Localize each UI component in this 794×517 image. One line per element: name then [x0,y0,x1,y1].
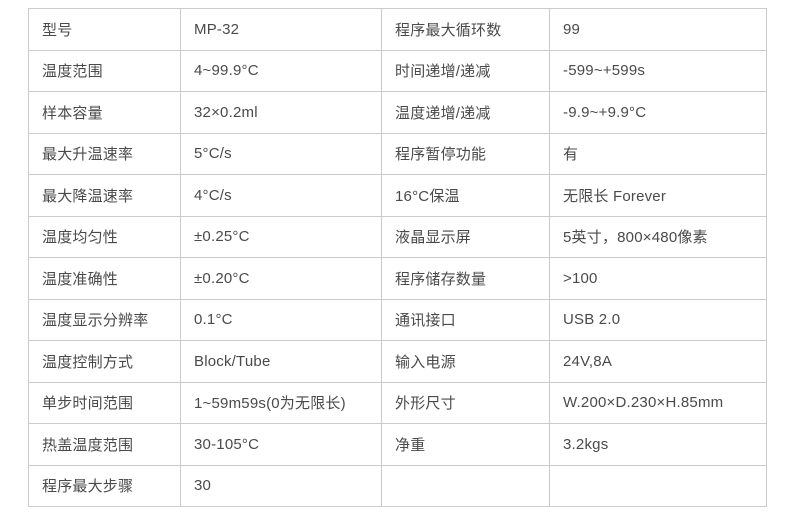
spec-label-cell: 热盖温度范围 [28,423,181,466]
spec-value-cell: Block/Tube [180,340,382,383]
table-row: 温度均匀性 ±0.25°C 液晶显示屏 5英寸，800×480像素 [28,215,767,258]
spec-value-cell: 有 [549,132,767,175]
spec-label-cell: 程序最大步骤 [28,464,181,507]
table-row: 温度控制方式 Block/Tube 输入电源 24V,8A [28,340,767,383]
spec-value-cell: 24V,8A [549,340,767,383]
spec-label-cell: 温度显示分辨率 [28,298,181,341]
spec-label-cell: 样本容量 [28,91,181,134]
spec-label-cell: 净重 [381,423,550,466]
spec-label-cell: 型号 [28,8,181,51]
spec-value-cell: MP-32 [180,8,382,51]
spec-value-cell: 1~59m59s(0为无限长) [180,381,382,424]
spec-label-cell: 通讯接口 [381,298,550,341]
spec-label-cell: 程序储存数量 [381,257,550,300]
spec-value-cell: 5英寸，800×480像素 [549,215,767,258]
spec-value-cell: ±0.20°C [180,257,382,300]
table-row: 温度范围 4~99.9°C 时间递增/递减 -599~+599s [28,49,767,92]
spec-value-cell: 无限长 Forever [549,174,767,217]
table-row: 最大降温速率 4°C/s 16°C保温 无限长 Forever [28,174,767,217]
spec-label-cell: 温度递增/递减 [381,91,550,134]
spec-label-cell: 单步时间范围 [28,381,181,424]
spec-value-cell: 0.1°C [180,298,382,341]
spec-value-cell: 30 [180,464,382,507]
spec-label-cell: 温度控制方式 [28,340,181,383]
spec-label-cell: 最大升温速率 [28,132,181,175]
spec-value-cell: >100 [549,257,767,300]
spec-value-cell [549,464,767,507]
table-row: 最大升温速率 5°C/s 程序暂停功能 有 [28,132,767,175]
spec-value-cell: 32×0.2ml [180,91,382,134]
spec-label-cell [381,464,550,507]
spec-value-cell: -599~+599s [549,49,767,92]
spec-value-cell: 4°C/s [180,174,382,217]
spec-label-cell: 程序暂停功能 [381,132,550,175]
table-row: 型号 MP-32 程序最大循环数 99 [28,8,767,51]
spec-value-cell: -9.9~+9.9°C [549,91,767,134]
spec-label-cell: 液晶显示屏 [381,215,550,258]
table-row: 样本容量 32×0.2ml 温度递增/递减 -9.9~+9.9°C [28,91,767,134]
spec-value-cell: 30-105°C [180,423,382,466]
spec-label-cell: 外形尺寸 [381,381,550,424]
spec-value-cell: 5°C/s [180,132,382,175]
spec-value-cell: 3.2kgs [549,423,767,466]
spec-value-cell: 4~99.9°C [180,49,382,92]
spec-label-cell: 温度均匀性 [28,215,181,258]
spec-label-cell: 温度范围 [28,49,181,92]
spec-label-cell: 温度准确性 [28,257,181,300]
table-row: 温度显示分辨率 0.1°C 通讯接口 USB 2.0 [28,298,767,341]
spec-table: 型号 MP-32 程序最大循环数 99 温度范围 4~99.9°C 时间递增/递… [28,8,767,507]
spec-value-cell: USB 2.0 [549,298,767,341]
table-row: 单步时间范围 1~59m59s(0为无限长) 外形尺寸 W.200×D.230×… [28,381,767,424]
spec-label-cell: 程序最大循环数 [381,8,550,51]
table-row: 温度准确性 ±0.20°C 程序储存数量 >100 [28,257,767,300]
table-row: 热盖温度范围 30-105°C 净重 3.2kgs [28,423,767,466]
spec-label-cell: 最大降温速率 [28,174,181,217]
spec-label-cell: 输入电源 [381,340,550,383]
spec-value-cell: W.200×D.230×H.85mm [549,381,767,424]
spec-value-cell: ±0.25°C [180,215,382,258]
table-row: 程序最大步骤 30 [28,464,767,507]
spec-label-cell: 时间递增/递减 [381,49,550,92]
spec-label-cell: 16°C保温 [381,174,550,217]
spec-value-cell: 99 [549,8,767,51]
